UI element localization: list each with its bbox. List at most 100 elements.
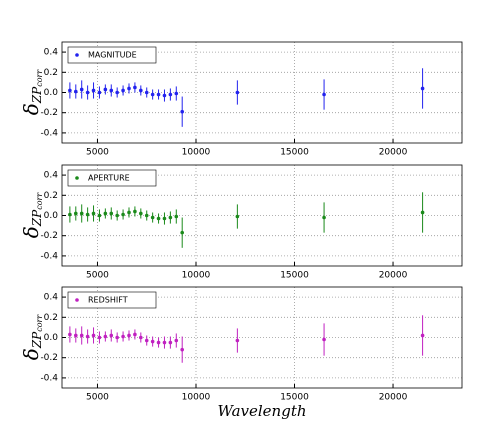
- panel: -0.4 -0.2 0.0 0.2 0.4 5000 10000 15000 20000 δZPc…: [19, 164, 463, 281]
- point: [73, 211, 78, 216]
- legend-marker: [75, 53, 79, 57]
- point: [109, 211, 114, 216]
- point: [115, 213, 119, 218]
- x-tick-label: 5000: [86, 271, 109, 281]
- point: [162, 216, 167, 221]
- x-tick-label: 20000: [379, 271, 408, 281]
- y-label-symbol: δ: [19, 348, 43, 360]
- point: [127, 86, 131, 91]
- x-tick-label: 5000: [86, 148, 109, 158]
- point: [139, 335, 143, 340]
- point: [91, 88, 96, 93]
- point: [73, 333, 78, 338]
- legend: MAGNITUDE: [67, 46, 157, 64]
- x-tick-label: 20000: [379, 393, 408, 403]
- point: [162, 93, 167, 98]
- panel: -0.4 -0.2 0.0 0.2 0.4 5000 10000 15000 20000 δZPc…: [19, 286, 463, 403]
- point: [180, 347, 184, 352]
- point: [144, 213, 149, 218]
- point: [97, 90, 102, 95]
- legend-label: REDSHIFT: [88, 296, 128, 305]
- legend-box: [67, 169, 157, 187]
- y-axis-label: δZPcorr: [19, 69, 45, 116]
- point: [85, 90, 90, 95]
- y-axis-label: δZPcorr: [19, 192, 45, 239]
- point: [73, 89, 78, 94]
- point: [133, 209, 137, 214]
- point: [180, 230, 184, 235]
- point: [103, 87, 108, 92]
- point: [68, 212, 72, 217]
- point: [68, 332, 72, 337]
- y-tick-label: -0.4: [40, 251, 58, 261]
- y-tick-label: 0.0: [44, 333, 59, 343]
- point: [174, 338, 179, 343]
- point: [162, 340, 167, 345]
- point: [121, 88, 125, 93]
- y-label-subsub: corr: [35, 314, 44, 332]
- x-tick-label: 5000: [86, 393, 109, 403]
- y-label-subsub: corr: [35, 69, 44, 87]
- point: [115, 90, 119, 95]
- y-tick-label: 0.0: [44, 211, 59, 221]
- point: [85, 212, 90, 217]
- y-label-sub: ZP: [30, 209, 44, 227]
- point: [97, 335, 102, 340]
- point: [79, 333, 84, 338]
- point: [127, 210, 131, 215]
- x-axis-label: Wavelength: [217, 402, 306, 420]
- point: [133, 332, 137, 337]
- point: [156, 216, 161, 221]
- point: [168, 215, 173, 220]
- x-tick-label: 10000: [182, 393, 211, 403]
- point: [156, 92, 161, 97]
- point: [235, 90, 240, 95]
- plot-frame: [61, 41, 463, 144]
- point: [420, 210, 425, 215]
- point: [420, 86, 425, 91]
- plot-frame: [61, 286, 463, 389]
- y-tick-label: -0.2: [40, 353, 58, 363]
- point: [150, 215, 155, 220]
- point: [127, 333, 131, 338]
- x-tick-label: 20000: [379, 148, 408, 158]
- y-tick-label: 0.2: [44, 191, 58, 201]
- point: [168, 340, 173, 345]
- point: [97, 213, 102, 218]
- y-label-symbol: δ: [19, 103, 43, 115]
- point: [133, 85, 137, 90]
- legend: APERTURE: [67, 169, 157, 187]
- point: [322, 92, 326, 97]
- legend-box: [67, 46, 157, 64]
- x-tick-label: 15000: [280, 148, 309, 158]
- panel: -0.4 -0.2 0.0 0.2 0.4 5000 10000 15000 20000 δZPc…: [19, 41, 463, 158]
- y-tick-label: -0.2: [40, 108, 58, 118]
- x-tick-label: 15000: [280, 271, 309, 281]
- x-tick-label: 10000: [182, 148, 211, 158]
- point: [79, 211, 84, 216]
- y-label-symbol: δ: [19, 226, 43, 238]
- point: [420, 333, 425, 338]
- y-label-sub: ZP: [30, 331, 44, 349]
- y-tick-label: -0.2: [40, 231, 58, 241]
- legend-label: APERTURE: [88, 174, 130, 183]
- point: [235, 214, 240, 219]
- point: [174, 91, 179, 96]
- y-tick-label: 0.4: [44, 293, 59, 303]
- point: [322, 337, 326, 342]
- point: [109, 333, 114, 338]
- point: [91, 333, 96, 338]
- y-tick-label: -0.4: [40, 128, 58, 138]
- y-tick-label: 0.0: [44, 88, 59, 98]
- legend: REDSHIFT: [67, 291, 157, 309]
- x-tick-label: 15000: [280, 393, 309, 403]
- legend-marker: [75, 176, 79, 180]
- point: [180, 109, 184, 114]
- legend-marker: [75, 298, 79, 302]
- y-tick-label: 0.2: [44, 313, 58, 323]
- point: [109, 88, 114, 93]
- legend-box: [67, 291, 157, 309]
- point: [68, 88, 72, 93]
- point: [174, 214, 179, 219]
